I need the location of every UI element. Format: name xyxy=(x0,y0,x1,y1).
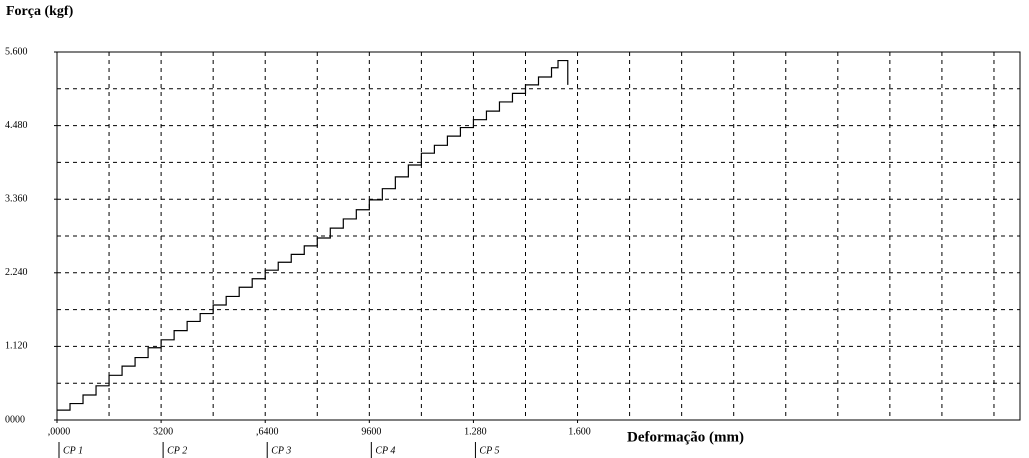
x-tick-label: 3200 xyxy=(153,426,173,437)
specimen-label: CP 2 xyxy=(167,445,187,456)
chart-title: Força (kgf) xyxy=(6,4,74,19)
y-tick-label: 1.120 xyxy=(5,341,28,352)
y-tick-label: 4.480 xyxy=(5,120,28,131)
x-tick-label: 1.600 xyxy=(568,426,591,437)
y-tick-label: 0000 xyxy=(5,414,25,425)
x-tick-label: ,0000 xyxy=(48,426,71,437)
x-tick-label: 1.280 xyxy=(464,426,487,437)
x-tick-label: ,6400 xyxy=(256,426,279,437)
y-tick-label: 2.240 xyxy=(5,267,28,278)
plot-frame xyxy=(56,51,1021,421)
specimen-label: CP 4 xyxy=(375,445,395,456)
x-tick-label: 9600 xyxy=(361,426,381,437)
specimen-label: CP 3 xyxy=(271,445,291,456)
data-line xyxy=(57,59,569,411)
y-tick-label: 3.360 xyxy=(5,193,28,204)
y-tick-label: 5.600 xyxy=(5,46,28,57)
specimen-label: CP 5 xyxy=(479,445,499,456)
x-axis-label: Deformação (mm) xyxy=(627,429,744,445)
specimen-label: CP 1 xyxy=(63,445,83,456)
